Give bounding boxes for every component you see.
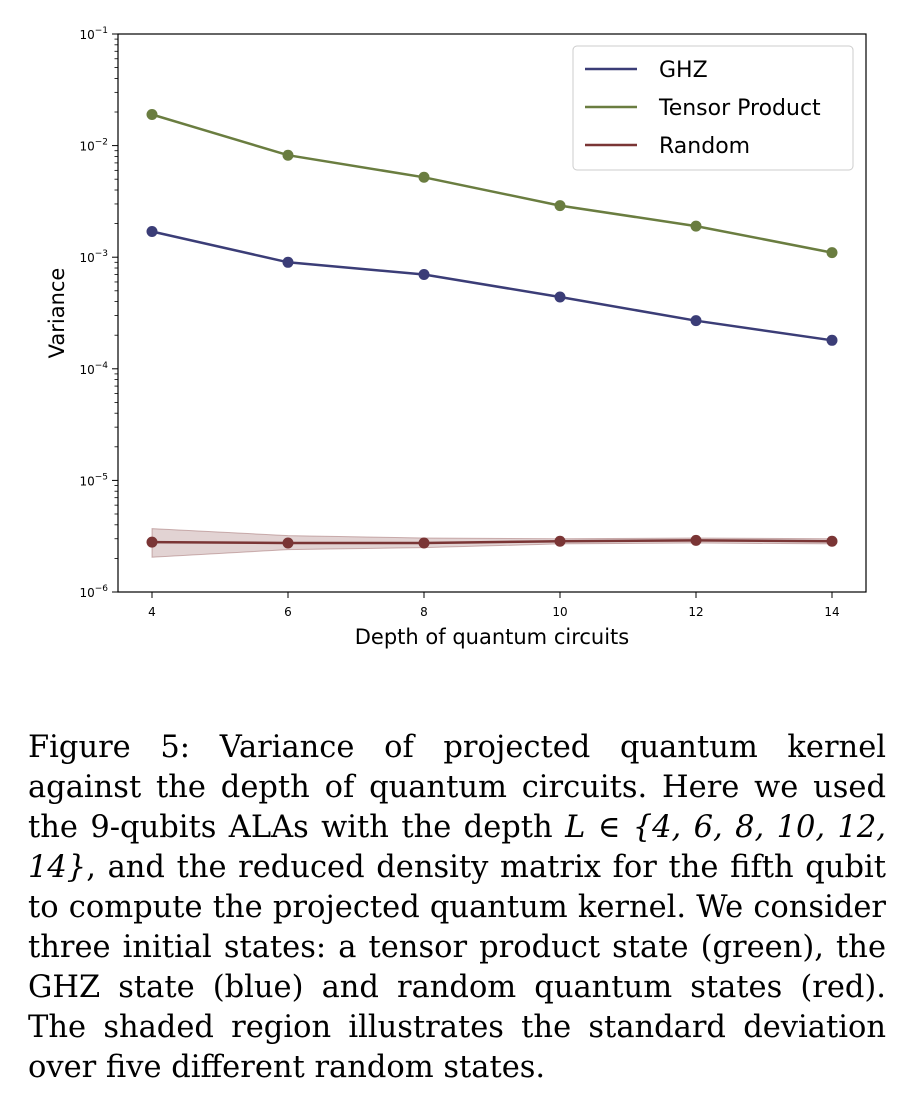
y-tick-label-4: 10−2: [79, 138, 108, 154]
caption-prefix: Figure 5: Variance of projected quantum …: [28, 729, 886, 845]
data-point-1-5: [826, 247, 838, 259]
plot-frame: [117, 33, 867, 593]
data-point-0-3: [554, 291, 566, 303]
x-tick-label-2: 8: [420, 605, 428, 619]
x-tick-label-4: 12: [688, 605, 703, 619]
data-point-2-0: [146, 536, 158, 548]
legend-label-2: Random: [659, 134, 750, 159]
legend-box: [572, 45, 854, 171]
data-point-0-2: [418, 268, 430, 280]
data-point-0-0: [146, 225, 158, 237]
x-tick-label-0: 4: [148, 605, 156, 619]
caption-math: L ∈ {4, 6, 8, 10, 12, 14}: [28, 809, 887, 885]
variance-chart: 4 6 8 10 12 14 10−6 10−5 10−4 10−3 10−2 10−1 Depth o…: [45, 26, 867, 649]
x-tick-label-1: 6: [284, 605, 292, 619]
data-point-0-5: [826, 334, 838, 346]
data-point-2-2: [418, 537, 430, 549]
data-point-2-3: [554, 535, 566, 547]
caption-suffix: , and the reduced density matrix for the…: [28, 849, 886, 1085]
y-tick-label-5: 10−1: [79, 26, 108, 42]
y-tick-label-1: 10−5: [79, 472, 108, 488]
series-line-1: [151, 113, 833, 254]
legend-label-1: Tensor Product: [658, 96, 821, 121]
y-tick-label-2: 10−4: [79, 361, 108, 377]
x-tick-label-5: 14: [824, 605, 839, 619]
data-point-1-3: [554, 200, 566, 212]
data-point-1-2: [418, 171, 430, 183]
x-axis-label: Depth of quantum circuits: [355, 625, 629, 649]
data-point-2-4: [690, 534, 702, 546]
series-line-2: [151, 539, 833, 545]
x-tick-label-3: 10: [552, 605, 567, 619]
data-point-0-4: [690, 315, 702, 327]
data-point-1-1: [282, 149, 294, 161]
y-tick-label-0: 10−6: [79, 584, 108, 600]
data-point-2-1: [282, 537, 294, 549]
figure-caption: Figure 5: Variance of projected quantum …: [28, 728, 886, 1088]
y-tick-label-3: 10−3: [79, 249, 108, 265]
series-line-0: [151, 230, 833, 342]
data-point-1-4: [690, 220, 702, 232]
data-point-0-1: [282, 256, 294, 268]
data-point-2-5: [826, 535, 838, 547]
y-axis-label: Variance: [45, 268, 69, 359]
data-point-1-0: [146, 108, 158, 120]
legend-label-0: GHZ: [659, 58, 708, 83]
